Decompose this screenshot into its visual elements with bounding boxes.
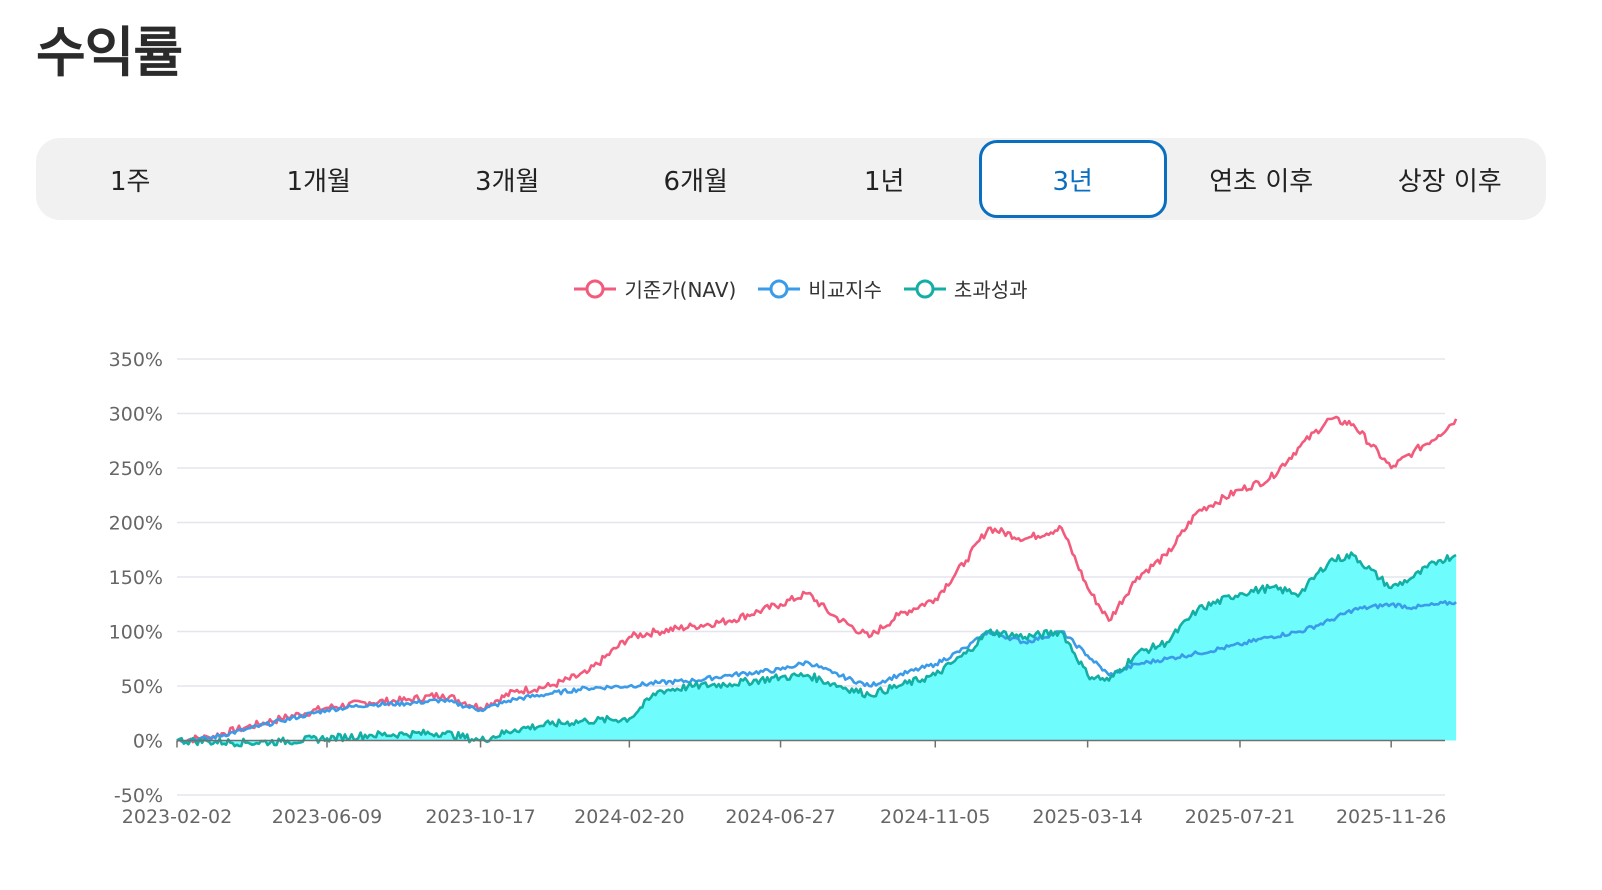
excess-line xyxy=(176,551,1457,748)
tab-1-week[interactable]: 1주 xyxy=(110,166,151,197)
x-tick-label: 2024-11-05 xyxy=(880,806,990,828)
legend-label-benchmark: 비교지수 xyxy=(808,278,882,302)
excess-area xyxy=(177,552,1457,747)
x-tick-label: 2023-10-17 xyxy=(425,806,535,828)
x-tick-label: 2024-06-27 xyxy=(725,806,835,828)
tab-6-months[interactable]: 6개월 xyxy=(663,166,728,197)
tab-1-year[interactable]: 1년 xyxy=(864,166,905,197)
y-tick-label: 150% xyxy=(109,567,163,589)
page-title: 수익률 xyxy=(36,21,183,84)
y-tick-label: 50% xyxy=(121,676,163,698)
x-tick-label: 2023-02-02 xyxy=(122,806,232,828)
tab-1-month[interactable]: 1개월 xyxy=(286,166,351,197)
y-tick-label: 350% xyxy=(109,349,163,371)
x-tick-label: 2025-07-21 xyxy=(1185,806,1295,828)
y-tick-label: 0% xyxy=(133,731,163,753)
legend-item-benchmark[interactable]: 비교지수 xyxy=(758,274,882,303)
y-tick-label: 300% xyxy=(109,404,163,426)
legend-item-excess[interactable]: 초과성과 xyxy=(903,274,1028,303)
x-tick-label: 2025-03-14 xyxy=(1032,806,1142,828)
legend-benchmark-marker-icon xyxy=(758,279,801,298)
legend-nav-marker-icon xyxy=(574,279,617,298)
y-tick-label: -50% xyxy=(114,785,163,807)
tab-3-months[interactable]: 3개월 xyxy=(475,166,540,197)
tab-since-listing[interactable]: 상장 이후 xyxy=(1397,166,1502,197)
tab-ytd[interactable]: 연초 이후 xyxy=(1209,166,1314,197)
y-tick-label: 100% xyxy=(109,622,163,644)
period-tabs: 1주 1개월 3개월 6개월 1년 3년 연초 이후 상장 이후 xyxy=(36,138,1546,220)
y-tick-label: 250% xyxy=(109,458,163,480)
x-tick-label: 2023-06-09 xyxy=(272,806,382,828)
legend-excess-marker-icon xyxy=(903,279,946,298)
benchmark-line xyxy=(176,600,1457,744)
x-tick-label: 2024-02-20 xyxy=(574,806,684,828)
x-tick-label: 2025-11-26 xyxy=(1336,806,1446,828)
legend-label-excess: 초과성과 xyxy=(953,278,1028,302)
legend-item-nav[interactable]: 기준가(NAV) xyxy=(574,274,736,303)
chart-legend: 기준가(NAV) 비교지수 초과성과 xyxy=(0,274,1602,303)
legend-label-nav: 기준가(NAV) xyxy=(624,278,737,302)
tab-3-years[interactable]: 3년 xyxy=(978,140,1167,218)
y-tick-label: 200% xyxy=(109,513,163,535)
